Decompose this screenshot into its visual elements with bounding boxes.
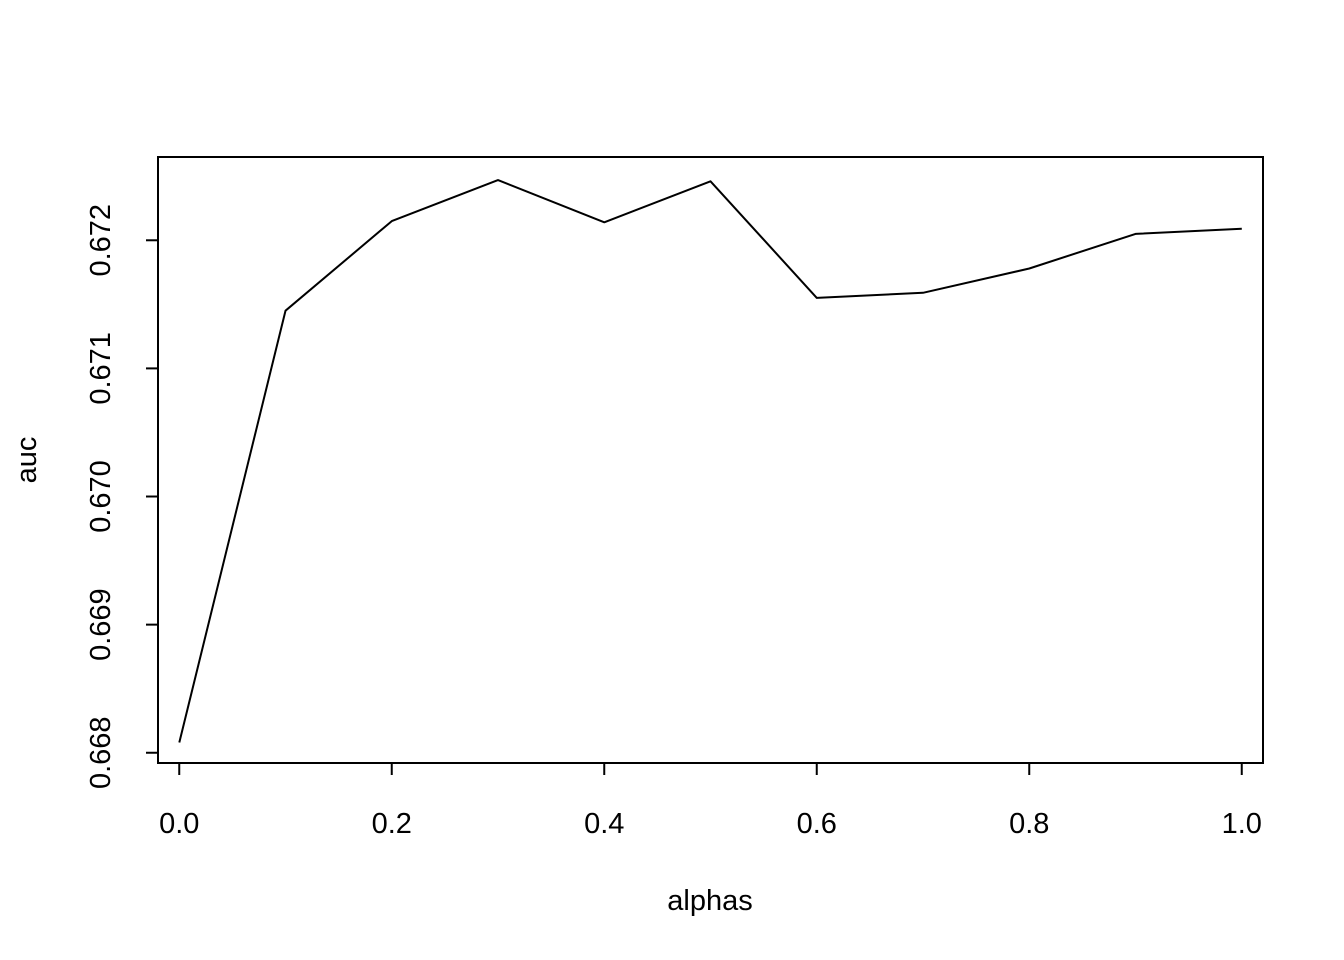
y-axis: 0.668 0.669 0.670 0.671 0.672 [85,204,158,789]
x-tick-label: 1.0 [1222,808,1262,840]
y-tick-label: 0.668 [85,716,117,789]
x-tick-label: 0.6 [797,808,837,840]
x-tick-label: 0.2 [372,808,412,840]
x-tick-label: 0.8 [1009,808,1049,840]
y-tick-label: 0.669 [85,588,117,661]
y-tick-label: 0.672 [85,204,117,277]
y-axis-label: auc [11,437,43,484]
x-axis: 0.0 0.2 0.4 0.6 0.8 1.0 [159,763,1262,840]
y-tick-label: 0.671 [85,332,117,405]
x-tick-label: 0.4 [584,808,624,840]
series-line [178,179,1242,743]
x-axis-label: alphas [667,885,752,917]
plot-frame [157,156,1264,764]
y-tick-label: 0.670 [85,460,117,533]
x-tick-label: 0.0 [159,808,199,840]
